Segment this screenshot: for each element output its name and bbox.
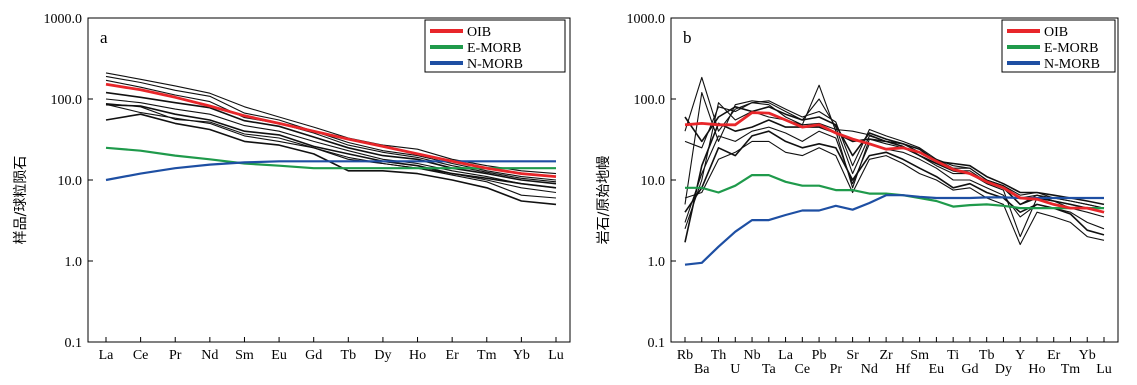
y-tick-label: 1000.0 [627,12,666,27]
x-tick-label: Nb [743,348,760,363]
x-tick-label: Th [711,348,727,363]
x-tick-label: Gd [961,362,978,377]
x-tick-label: Eu [271,348,287,363]
x-tick-label: Yb [513,348,530,363]
sample-line [105,75,557,181]
x-tick-label: Dy [995,362,1012,377]
y-tick-label: 100.0 [51,93,83,108]
series-line-e-morb [685,174,1104,210]
sample-line [684,106,1105,206]
x-tick-label: Tm [1061,362,1081,377]
sample-line [105,103,557,189]
x-tick-label: La [99,348,115,363]
legend-label: E-MORB [1044,41,1098,56]
sample-line [105,103,557,199]
x-tick-label: Gd [305,348,322,363]
y-tick-label: 0.1 [65,336,83,351]
x-tick-label: Ta [762,362,777,377]
x-tick-label: Zr [880,348,894,363]
y-tick-label: 0.1 [648,336,666,351]
y-tick-label: 1000.0 [44,12,83,27]
x-tick-label: Y [1015,348,1025,363]
x-tick-label: Nd [861,362,878,377]
x-tick-label: Dy [374,348,391,363]
sample-line [105,91,557,185]
sample-line [105,72,557,175]
chart-panel-a: 1000.0 100.0 10.0 1.0 0.1 样品/球粒陨石 La Ce Pr Nd Sm Eu… [13,12,571,363]
x-tick-label: U [730,362,740,377]
legend-label: N-MORB [467,57,523,72]
x-tick-label: Tm [477,348,497,363]
legend-label: OIB [467,25,491,40]
sample-line [684,130,1105,236]
legend-label: E-MORB [467,41,521,56]
x-tick-label: Rb [677,348,693,363]
x-tick-label: Er [1047,348,1061,363]
x-tick-label: La [778,348,794,363]
sample-line [684,76,1105,238]
sample-line [105,98,557,189]
x-tick-label: Lu [548,348,564,363]
x-tick-label: Ce [133,348,149,363]
x-tick-label: Ho [1028,362,1045,377]
chart-panel-b: 1000.0100.010.01.00.1岩石/原始地幔RbBaThUNbTaL… [596,12,1119,377]
x-tick-label: Sm [910,348,929,363]
panel-label: a [100,28,108,47]
sample-line [684,102,1105,229]
y-tick-label: 1.0 [65,255,83,270]
series-line-n-morb [105,160,556,182]
y-tick-label: 10.0 [58,174,83,189]
x-tick-label: Lu [1096,362,1112,377]
x-tick-label: Ba [694,362,710,377]
x-tick-label: Yb [1079,348,1096,363]
series-line-oib [684,111,1105,214]
x-tick-label: Pr [169,348,182,363]
x-tick-label: Eu [929,362,945,377]
x-tick-label: Ho [409,348,426,363]
x-tick-label: Ce [795,362,811,377]
y-tick-label: 100.0 [634,93,666,108]
x-tick-label: Hf [895,362,910,377]
y-tick-label: 1.0 [648,255,666,270]
y-axis-label: 岩石/原始地幔 [596,156,612,245]
x-tick-label: Nd [201,348,218,363]
y-axis-label: 样品/球粒陨石 [13,156,29,245]
x-tick-label: Sr [846,348,859,363]
legend-label: OIB [1044,25,1068,40]
x-tick-label: Ti [947,348,959,363]
x-tick-label: Pr [830,362,843,377]
panel-label: b [683,28,692,47]
y-tick-label: 10.0 [641,174,666,189]
legend-label: N-MORB [1044,57,1100,72]
x-tick-label: Er [446,348,460,363]
x-tick-label: Pb [812,348,827,363]
x-tick-label: Tb [341,348,357,363]
x-tick-label: Sm [235,348,254,363]
sample-line [105,113,557,206]
sample-line [105,102,557,194]
sample-line [105,79,557,183]
x-tick-label: Tb [979,348,995,363]
sample-line [684,140,1105,246]
series-line-oib [105,82,557,178]
